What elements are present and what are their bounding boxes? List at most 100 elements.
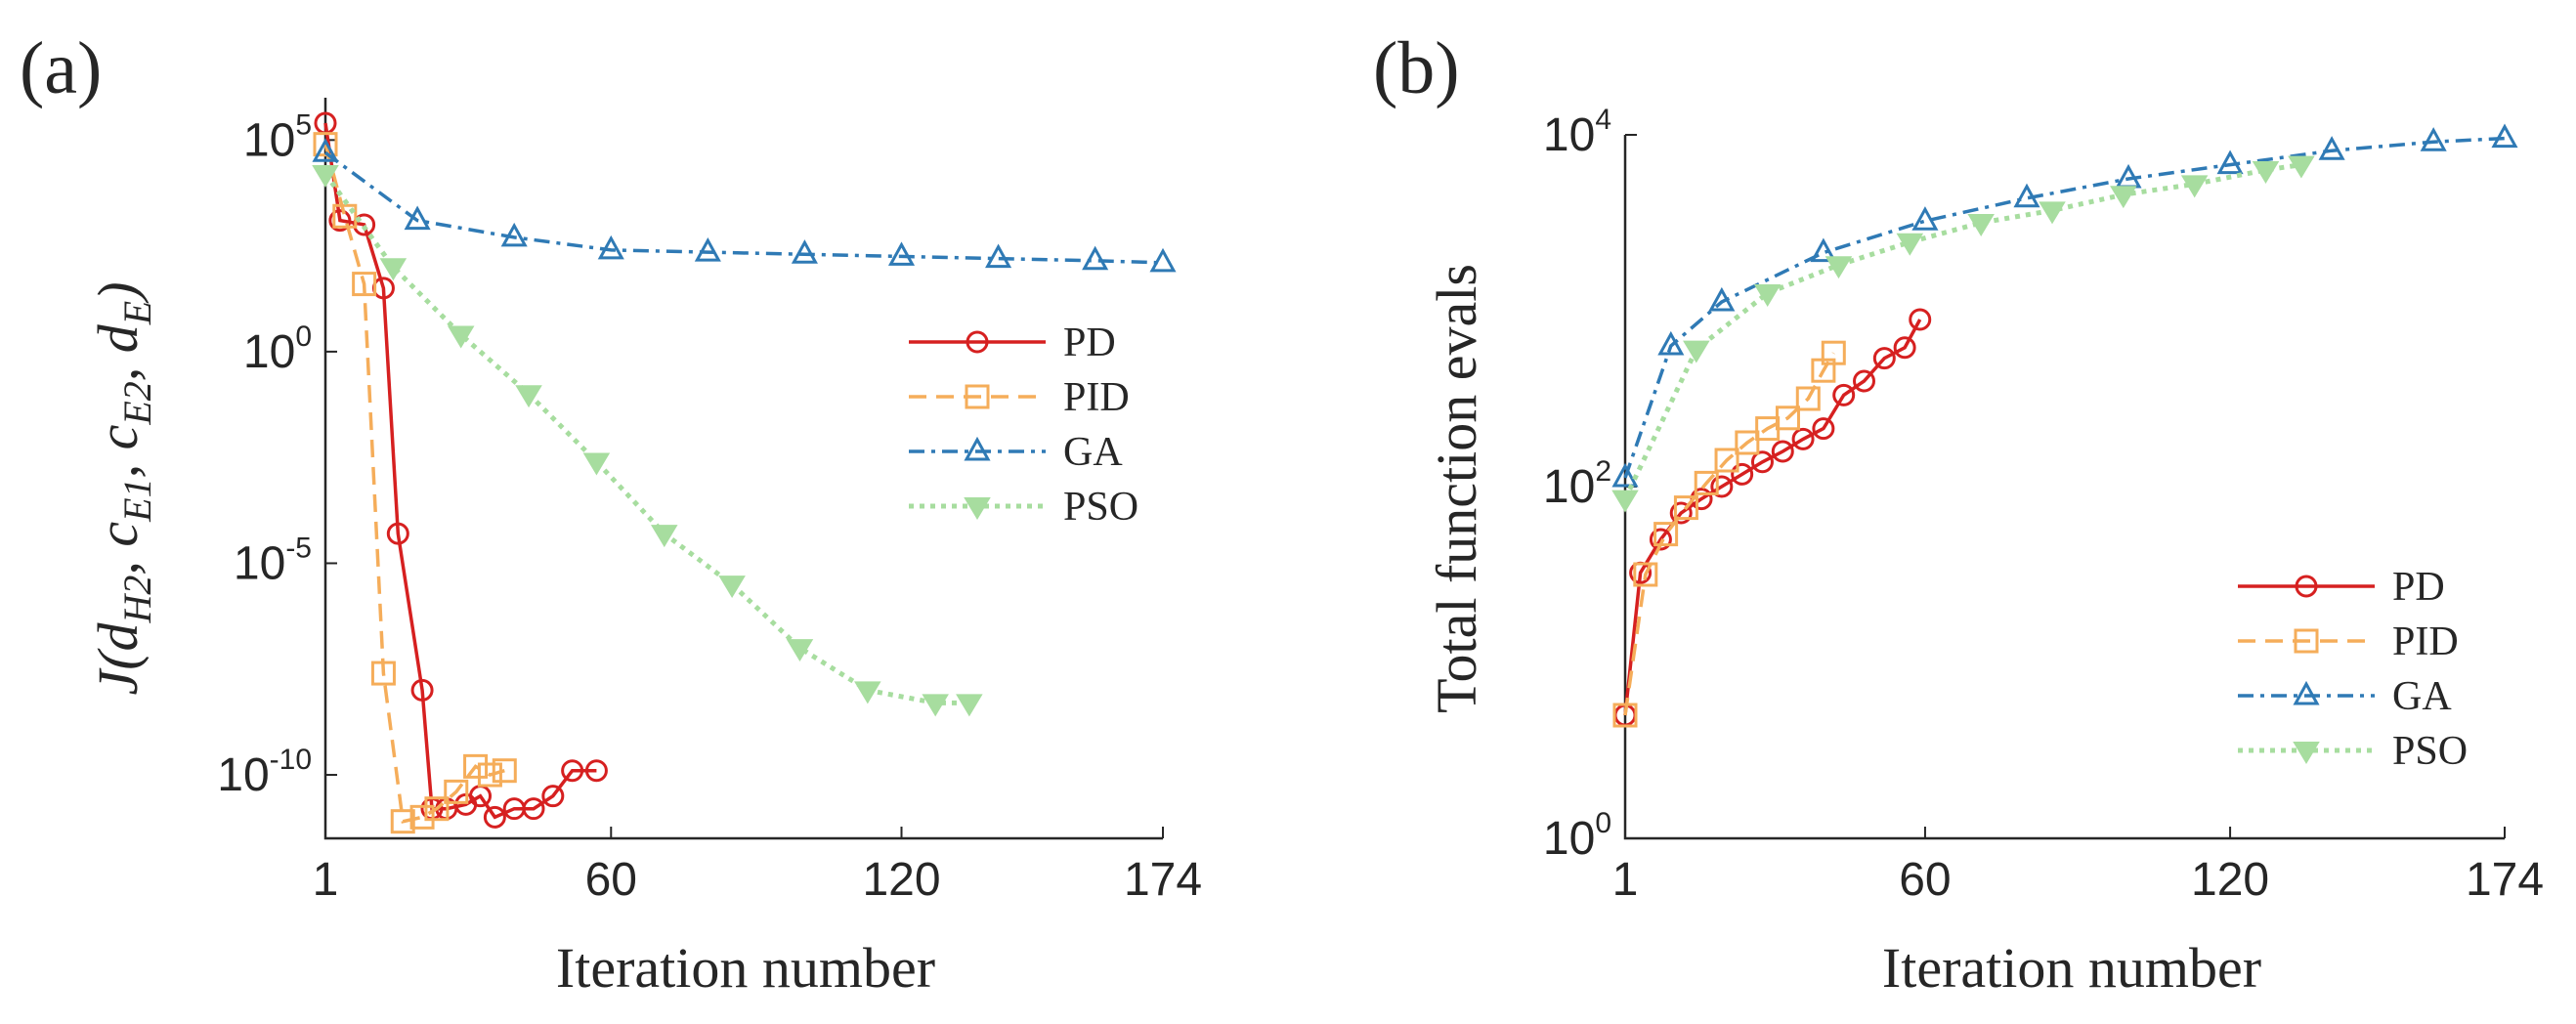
- panel-a-point-pso: [515, 385, 542, 408]
- panel-b-point-pso: [2252, 161, 2280, 184]
- panel-a-series-ga: [312, 138, 1177, 273]
- panel-a-ytick-label: 100: [243, 320, 312, 378]
- panel-a-point-pso: [854, 681, 881, 704]
- panel-a-line-pso: [322, 172, 969, 705]
- panel-b-point-pid: [1821, 340, 1846, 365]
- panel-a-point-pid: [313, 132, 338, 157]
- panel-b-line-pso: [1622, 162, 2302, 500]
- panel-b-legend-marker: [2293, 742, 2320, 764]
- panel-b-legend: PD PID GA PSO: [2238, 565, 2468, 774]
- panel-b-ytick-label: 100: [1543, 807, 1611, 865]
- panel-b-point-pso: [2039, 201, 2066, 225]
- panel-b-point-pd: [1832, 383, 1856, 406]
- panel-b-point-pd: [1771, 440, 1794, 463]
- panel-a-point-pid: [444, 779, 469, 804]
- panel-b-point-ga: [2491, 123, 2518, 149]
- panel-b-line-pid: [1623, 352, 1835, 716]
- panel-a-legend-item-pid: PID: [909, 375, 1130, 420]
- panel-b-point-pid: [1612, 703, 1638, 728]
- panel-b-series-pso: [1611, 155, 2315, 513]
- panel-a-point-ga: [404, 205, 431, 231]
- panel-a-point-pid: [332, 203, 358, 229]
- panel-a-point-pid: [424, 796, 450, 822]
- panel-b-point-ga: [1708, 286, 1736, 312]
- panel-b-legend-marker: [2293, 680, 2320, 705]
- panel-b-point-pso: [1896, 233, 1924, 256]
- panel-b-point-ga: [2216, 149, 2244, 175]
- panel-a-point-pso: [922, 694, 949, 717]
- panel-b-point-pid: [1775, 405, 1800, 431]
- panel-a-xlabel: Iteration number: [556, 936, 935, 1000]
- panel-a-point-pd: [483, 805, 506, 829]
- panel-b-series-pid: [1612, 340, 1846, 728]
- panel-a-point-pd: [541, 785, 565, 808]
- panel-b-point-pid: [1714, 448, 1739, 473]
- panel-a-legend-marker: [964, 436, 991, 461]
- panel-a-axes: [323, 98, 1163, 840]
- panel-a-ytick-label: 10-10: [217, 744, 312, 801]
- panel-b-xlabel: Iteration number: [1882, 936, 2261, 1000]
- panel-a-legend-marker: [964, 497, 991, 520]
- panel-b-line-ga: [1623, 136, 2506, 479]
- panel-a-point-pso: [582, 452, 611, 476]
- panel-a-point-pd: [561, 759, 584, 783]
- panel-b-point-pd: [1750, 450, 1774, 474]
- panel-b-point-pso: [1825, 256, 1853, 279]
- panel-b-point-pid: [1673, 495, 1698, 521]
- panel-a-point-ga: [500, 222, 528, 247]
- panel-b-point-pd: [1893, 336, 1916, 360]
- panel-b-point-pd: [1791, 427, 1815, 450]
- panel-a-point-ga: [597, 235, 624, 260]
- panel-a-series-pid: [313, 132, 517, 834]
- panel-b-point-pd: [1669, 501, 1693, 525]
- panel-a-point-pso: [447, 325, 475, 349]
- panel-a-point-pid: [390, 809, 415, 834]
- panel-a-ylabel: J(dH2, cE1, cE2, dE): [86, 281, 159, 695]
- panel-b-xtick-label: 120: [2191, 854, 2269, 906]
- panel-b-legend-item-pid: PID: [2238, 619, 2459, 664]
- panel-b-point-ga: [2013, 183, 2040, 208]
- panel-a-point-ga: [985, 243, 1012, 269]
- panel-b-series-ga: [1611, 123, 2518, 488]
- panel-a-legend: PD PID GA PSO: [909, 320, 1138, 530]
- panel-b-point-pd: [1872, 347, 1896, 370]
- panel-a-point-pid: [370, 661, 396, 686]
- panel-b-point-pid: [1694, 470, 1719, 495]
- panel-b-point-pd: [1731, 462, 1754, 486]
- panel-a-xtick-label: 120: [862, 854, 940, 906]
- panel-b-point-pd: [1853, 369, 1876, 393]
- panel-a-plot: 1 60 120 174 105 100 10-5 10-10: [217, 98, 1202, 906]
- panel-a-point-ga: [1082, 245, 1109, 271]
- panel-b-line-pd: [1623, 319, 1922, 716]
- panel-a-point-pid: [477, 762, 502, 788]
- panel-a-legend-item-ga: GA: [909, 430, 1123, 475]
- panel-a-label: (a): [20, 27, 102, 109]
- panel-a: (a) 1 60 120 174 105 100 10-5 10-10 Iteration n…: [20, 27, 1202, 1000]
- panel-a-ytick-label: 10-5: [234, 532, 312, 589]
- panel-b-point-pso: [1683, 340, 1710, 363]
- panel-b-legend-item-pso: PSO: [2238, 729, 2468, 774]
- panel-b-point-pso: [1611, 490, 1639, 513]
- panel-a-legend-item-pso: PSO: [909, 485, 1138, 530]
- panel-b-point-pd: [1812, 417, 1835, 441]
- panel-a-series-pso: [312, 164, 983, 717]
- panel-b-point-pso: [2180, 175, 2209, 198]
- panel-a-point-ga: [1149, 247, 1177, 273]
- panel-a-legend-label: PID: [1063, 375, 1130, 420]
- panel-b-legend-label: GA: [2392, 674, 2452, 719]
- panel-a-point-pid: [463, 753, 489, 779]
- panel-a-xtick-label: 174: [1124, 854, 1202, 906]
- panel-b-xtick-label: 174: [2466, 854, 2544, 906]
- panel-b-legend-label: PID: [2392, 619, 2459, 664]
- panel-b-point-ga: [1911, 206, 1939, 231]
- panel-a-legend-label: GA: [1063, 430, 1123, 475]
- panel-b-label: (b): [1373, 27, 1460, 109]
- panel-a-line-pid: [323, 144, 505, 824]
- panel-a-point-pd: [410, 678, 434, 702]
- panel-b-ytick-label: 102: [1543, 455, 1611, 513]
- panel-a-xtick-label: 1: [313, 854, 339, 906]
- panel-b-axes: [1623, 135, 2505, 840]
- panel-a-point-pid: [352, 272, 377, 297]
- panel-a-point-pso: [379, 258, 408, 281]
